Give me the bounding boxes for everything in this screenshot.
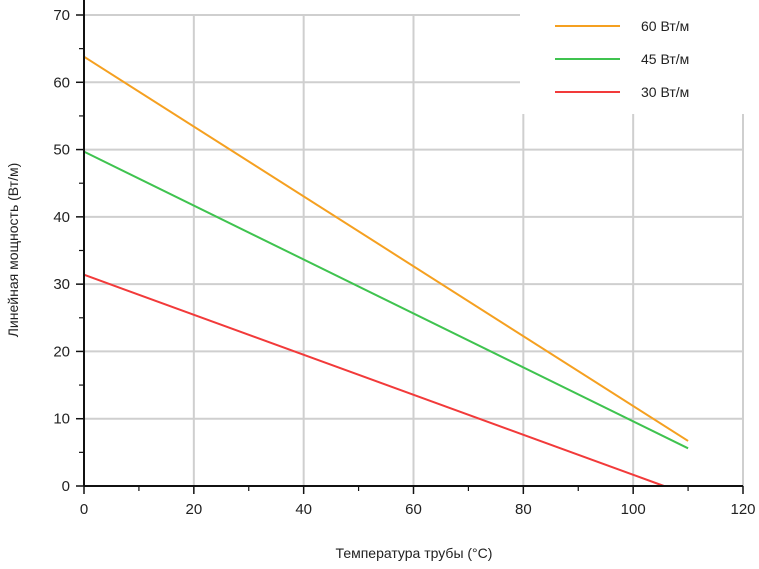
legend-background — [520, 0, 746, 114]
series-line-1 — [83, 55, 689, 442]
y-tick-label: 10 — [53, 411, 70, 428]
x-tick-label: 0 — [80, 501, 88, 518]
y-tick-label: 70 — [53, 7, 70, 24]
y-tick-label: 60 — [53, 74, 70, 91]
series-line-3 — [83, 273, 665, 487]
y-tick-label: 20 — [53, 343, 70, 360]
x-tick-label: 120 — [730, 501, 755, 518]
y-tick-label: 0 — [62, 478, 70, 495]
y-tick-label: 30 — [53, 276, 70, 293]
axes: 0 10 20 30 40 50 60 70 0 20 40 60 80 100 120 — [53, 0, 756, 518]
y-axis-label: Линейная мощность (Вт/м) — [5, 163, 21, 338]
x-tick-label: 60 — [405, 501, 422, 518]
legend-label: 45 Вт/м — [641, 51, 689, 67]
x-tick-label: 100 — [621, 501, 646, 518]
x-tick-label: 20 — [185, 501, 202, 518]
legend-label: 30 Вт/м — [641, 84, 689, 100]
legend-label: 60 Вт/м — [641, 18, 689, 34]
y-tick-label: 50 — [53, 142, 70, 159]
legend: 60 Вт/м 45 Вт/м 30 Вт/м — [520, 0, 746, 114]
x-tick-label: 80 — [515, 501, 532, 518]
x-axis-label: Температура трубы (°C) — [336, 545, 493, 561]
y-tick-label: 40 — [53, 209, 70, 226]
x-tick-label: 40 — [295, 501, 312, 518]
series-lines — [83, 55, 689, 487]
series-line-2 — [83, 150, 689, 450]
